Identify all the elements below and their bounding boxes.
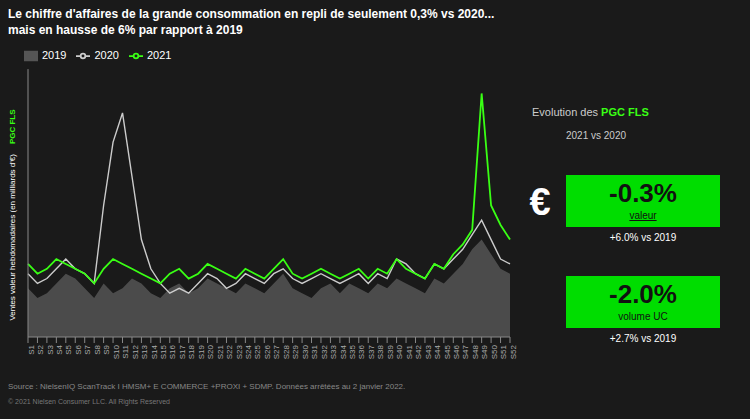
svg-text:S15: S15 [159,344,168,359]
svg-text:S20: S20 [206,344,215,359]
svg-text:S23: S23 [235,344,244,359]
svg-text:S30: S30 [301,344,310,359]
svg-text:S42: S42 [414,344,423,359]
svg-text:S19: S19 [197,344,206,359]
svg-text:S13: S13 [140,344,149,359]
svg-text:S12: S12 [131,344,140,359]
svg-text:S50: S50 [490,344,499,359]
html-text:PGC FLS: PGC FLS [7,109,17,145]
svg-text:S31: S31 [310,344,319,359]
svg-text:S36: S36 [357,344,366,359]
svg-text:S22: S22 [225,344,234,359]
svg-text:S40: S40 [395,344,404,359]
html-text:© 2021 Nielsen Consumer LLC. A: © 2021 Nielsen Consumer LLC. All Rights … [8,398,170,405]
svg-text:S41: S41 [405,344,414,359]
svg-text:S45: S45 [443,344,452,359]
svg-text:S21: S21 [216,344,225,359]
svg-text:S17: S17 [178,344,187,359]
html-text:2019: 2019 [42,49,67,61]
svg-text:S37: S37 [367,344,376,359]
html-text:valeur: valeur [629,210,657,221]
svg-text:S46: S46 [452,344,461,359]
svg-text:S51: S51 [499,344,508,359]
html-text:mais en hausse de 6% par rappo: mais en hausse de 6% par rapport à 2019 [8,23,243,37]
html-text:+6.0% vs 2019: +6.0% vs 2019 [609,232,677,243]
svg-text:S52: S52 [509,344,518,359]
svg-text:S34: S34 [339,344,348,359]
html-text:Ventes valeur hebdomadaires (e: Ventes valeur hebdomadaires (en milliard… [7,154,17,321]
svg-text:S26: S26 [263,344,272,359]
svg-text:S14: S14 [150,344,159,359]
html-text:-2.0%: -2.0% [609,279,677,309]
svg-text:S24: S24 [244,344,253,359]
svg-text:S39: S39 [386,344,395,359]
html-text:2021 vs 2020: 2021 vs 2020 [566,130,627,141]
svg-text:S48: S48 [471,344,480,359]
svg-text:S25: S25 [254,344,263,359]
html-text:2020: 2020 [94,49,119,61]
html-text:Evolution des PGC FLS: Evolution des PGC FLS [532,106,649,118]
svg-text:S11: S11 [121,344,130,358]
svg-text:S2: S2 [36,344,45,354]
svg-text:S38: S38 [376,344,385,359]
svg-text:S43: S43 [424,344,433,359]
svg-text:S4: S4 [55,344,64,354]
svg-text:S7: S7 [83,344,92,354]
svg-text:S47: S47 [461,344,470,359]
html-text:-0.3%: -0.3% [609,178,677,208]
svg-text:S16: S16 [168,344,177,359]
svg-text:S10: S10 [112,344,121,359]
svg-text:S18: S18 [187,344,196,359]
html-text:Source : NielsenIQ ScanTrack I: Source : NielsenIQ ScanTrack I HMSM+ E C… [8,382,406,391]
html-text:Le chiffre d'affaires de la gr: Le chiffre d'affaires de la grande conso… [8,7,495,21]
svg-text:S9: S9 [102,344,111,354]
svg-text:S3: S3 [46,344,55,354]
svg-text:S44: S44 [433,344,442,359]
svg-text:S32: S32 [320,344,329,359]
html-text:2021: 2021 [147,49,172,61]
svg-text:S35: S35 [348,344,357,359]
svg-text:S27: S27 [272,344,281,359]
svg-text:S1: S1 [27,344,36,354]
svg-text:S5: S5 [64,344,73,354]
html-text:volume UC: volume UC [618,311,668,322]
svg-text:S8: S8 [93,344,102,354]
svg-text:S28: S28 [282,344,291,359]
svg-text:S29: S29 [291,344,300,359]
html-text:+2.7% vs 2019: +2.7% vs 2019 [609,333,677,344]
svg-text:S49: S49 [480,344,489,359]
svg-text:S33: S33 [329,344,338,359]
svg-text:S6: S6 [74,344,83,354]
